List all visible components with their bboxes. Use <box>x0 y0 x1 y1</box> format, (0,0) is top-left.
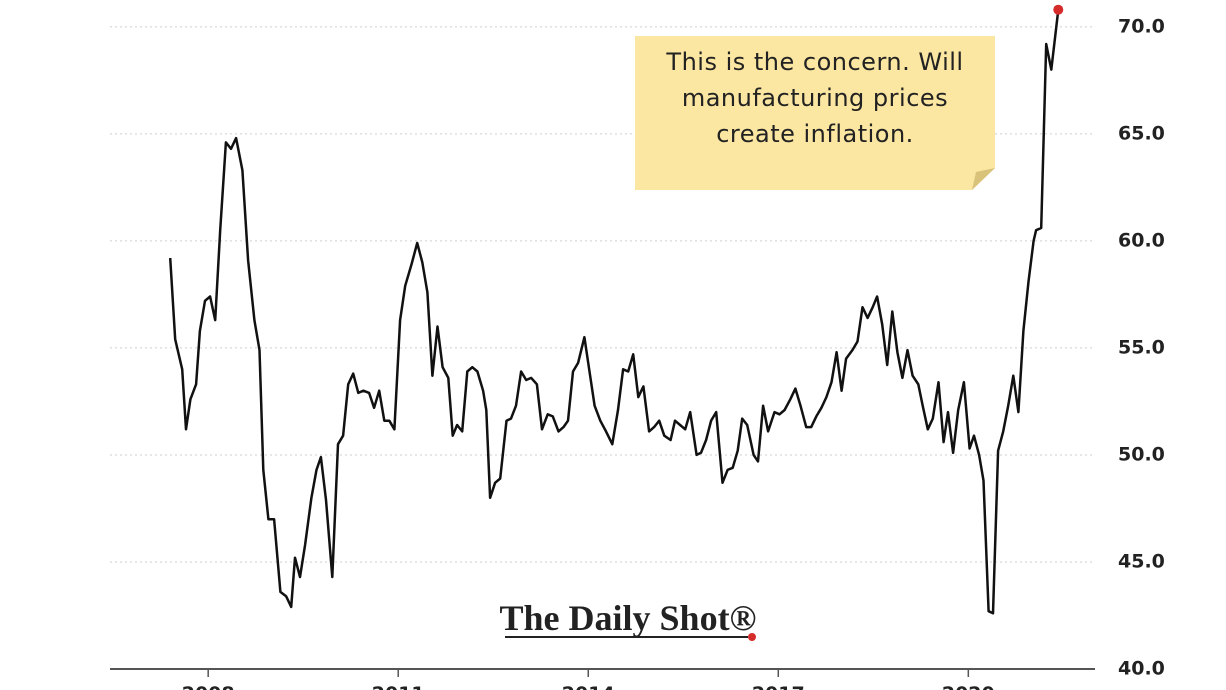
x-tick-label: 2014 <box>562 683 615 690</box>
source-logo: The Daily Shot® <box>500 598 757 638</box>
line <box>168 9 1060 615</box>
logo-dot <box>748 633 756 641</box>
y-tick-label: 60.0 <box>1118 229 1165 251</box>
y-tick-label: 40.0 <box>1118 658 1165 680</box>
y-tick-label: 70.0 <box>1118 15 1165 37</box>
plot: 40.0 45.0 50.0 55.0 60.0 65.0 70.0 2008 2011 2014… <box>110 4 1165 690</box>
y-tick-label: 45.0 <box>1118 550 1165 572</box>
sticky-note <box>635 36 995 190</box>
annotation: This is the concern. Will manufacturing … <box>666 48 964 148</box>
y-tick-label: 50.0 <box>1118 443 1165 465</box>
x-tick-label: 2008 <box>182 683 235 690</box>
x-tick-label: 2017 <box>752 683 805 690</box>
sticky-note-fold <box>972 168 995 190</box>
last-point <box>1053 4 1064 15</box>
x-tick-label: 2011 <box>372 683 425 690</box>
x-tick-label: 2020 <box>942 683 995 690</box>
y-tick-label: 55.0 <box>1118 336 1165 358</box>
y-tick-label: 65.0 <box>1118 122 1165 144</box>
